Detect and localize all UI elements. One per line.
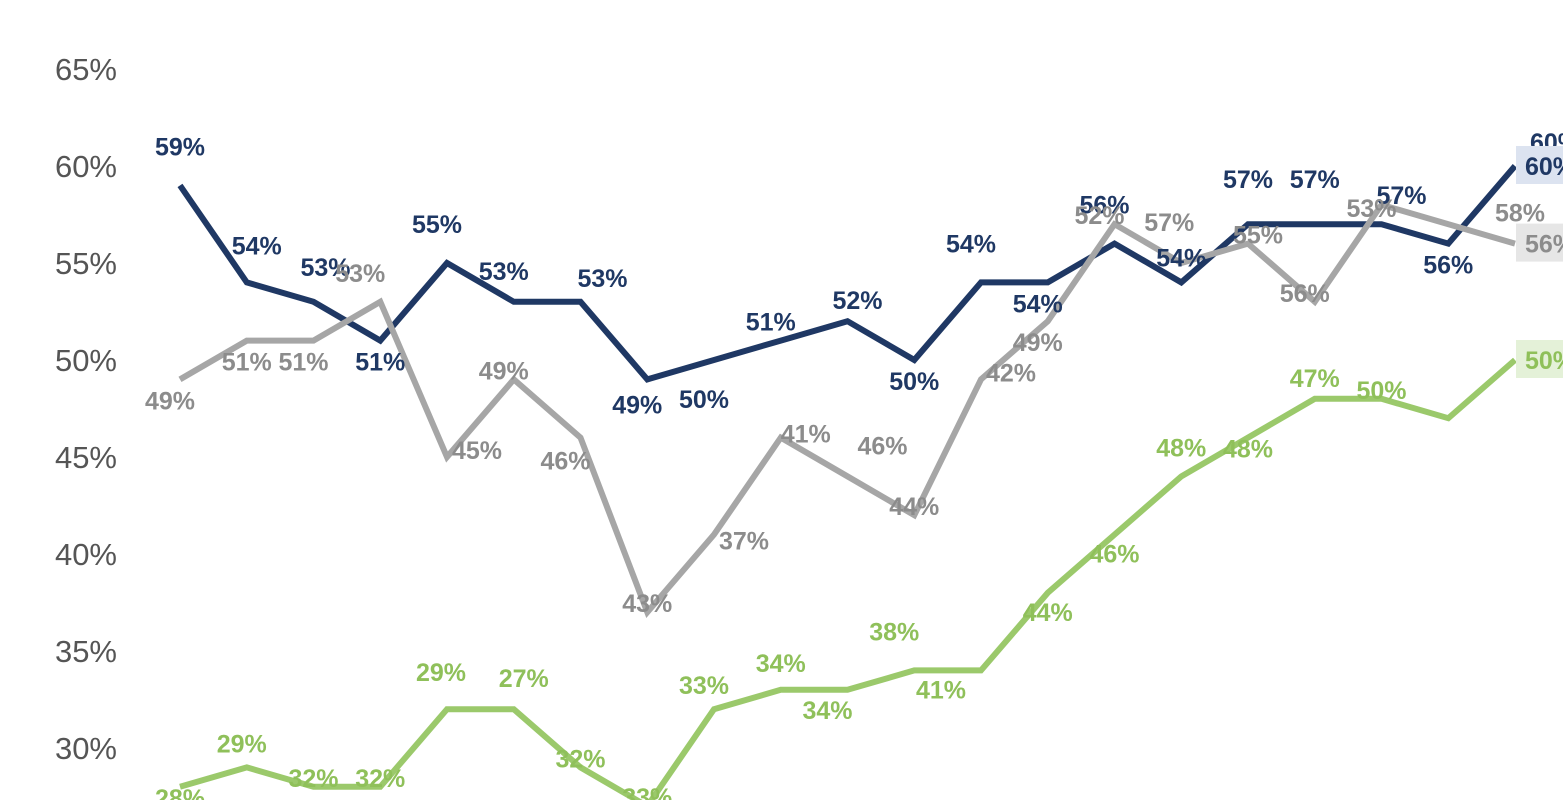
end-label-navy: 60% — [1525, 153, 1563, 181]
data-label-green: 32% — [555, 745, 605, 773]
data-label-green: 34% — [756, 650, 806, 678]
y-axis: 30% 35% 40% 45% 50% 55% 60% 65% — [55, 52, 117, 766]
data-label-navy: 59% — [155, 133, 205, 161]
data-label-green: 33% — [679, 672, 729, 700]
data-label-navy: 57% — [1290, 166, 1340, 194]
y-tick-label: 60% — [55, 149, 117, 184]
data-label-navy: 54% — [1013, 290, 1063, 318]
y-tick-label: 55% — [55, 246, 117, 281]
data-label-navy: 57% — [1376, 182, 1426, 210]
data-label-gray: 51% — [222, 349, 272, 377]
data-label-green: 27% — [499, 665, 549, 693]
data-label-navy: 54% — [1156, 244, 1206, 272]
data-label-green: 46% — [1089, 541, 1139, 569]
data-label-gray: 49% — [479, 357, 529, 385]
data-label-gray: 58% — [1495, 200, 1545, 228]
data-label-green: 41% — [916, 676, 966, 704]
data-label-navy: 53% — [577, 265, 627, 293]
end-label-box-green — [1516, 340, 1563, 378]
data-label-gray: 53% — [335, 260, 385, 288]
data-label-gray: 49% — [145, 387, 195, 415]
data-label-navy: 55% — [412, 211, 462, 239]
data-label-green: 47% — [1290, 365, 1340, 393]
data-label-gray: 56% — [1280, 280, 1330, 308]
y-tick-label: 45% — [55, 440, 117, 475]
data-labels: 59%54%53%51%55%53% 53%49% 50%51%52%50%54%5… — [145, 129, 1563, 800]
data-label-navy: 53% — [479, 258, 529, 286]
data-label-navy: 57% — [1223, 166, 1273, 194]
data-label-gray: 44% — [889, 493, 939, 521]
data-label-navy: 50% — [889, 368, 939, 396]
data-label-green: 38% — [869, 618, 919, 646]
data-label-green: 48% — [1156, 434, 1206, 462]
y-tick-label: 65% — [55, 52, 117, 87]
end-label-box-navy — [1516, 146, 1563, 184]
y-tick-label: 30% — [55, 731, 117, 766]
y-tick-label: 35% — [55, 634, 117, 669]
data-label-navy: 51% — [355, 349, 405, 377]
data-label-green: 29% — [217, 730, 267, 758]
data-label-navy: 51% — [746, 309, 796, 337]
data-label-gray: 42% — [986, 359, 1036, 387]
data-label-gray: 52% — [1074, 202, 1124, 230]
end-label-green: 50% — [1525, 347, 1563, 375]
end-label-box-gray — [1516, 223, 1563, 262]
data-label-gray: 53% — [1346, 195, 1396, 223]
data-label-gray: 41% — [781, 421, 831, 449]
series-lines — [177, 164, 1518, 800]
data-label-navy: 49% — [612, 391, 662, 419]
data-label-gray: 46% — [857, 432, 907, 460]
data-label-green: 28% — [155, 785, 205, 800]
data-label-green: 34% — [802, 697, 852, 725]
data-label-gray: 51% — [278, 349, 328, 377]
data-label-navy: 56% — [1423, 252, 1473, 280]
y-tick-label: 50% — [55, 343, 117, 378]
data-label-navy: 54% — [946, 230, 996, 258]
series-line-navy — [177, 164, 1518, 383]
data-label-gray: 37% — [719, 528, 769, 556]
data-label-navy: 53% — [300, 254, 350, 282]
data-label-gray: 46% — [540, 448, 590, 476]
data-label-green: 29% — [416, 659, 466, 687]
data-label-navy: 50% — [679, 386, 729, 414]
y-tick-label: 40% — [55, 537, 117, 572]
data-label-gray: 55% — [1233, 222, 1283, 250]
data-label-green: 32% — [288, 765, 338, 793]
data-label-green: 33% — [622, 784, 672, 800]
data-label-gray: 49% — [1013, 329, 1063, 357]
data-label-gray: 57% — [1144, 209, 1194, 237]
end-label-gray: 56% — [1525, 231, 1563, 259]
data-label-green: 50% — [1356, 377, 1406, 405]
data-label-green: 44% — [1023, 599, 1073, 627]
series-line-gray — [178, 201, 1516, 618]
series-line-green — [179, 357, 1517, 800]
data-label-green: 32% — [355, 765, 405, 793]
data-label-gray: 43% — [622, 590, 672, 618]
data-label-green: 48% — [1223, 436, 1273, 464]
data-label-navy: 54% — [232, 232, 282, 260]
end-labels: 60% 56% 50% — [1516, 146, 1563, 378]
data-label-navy: 56% — [1079, 192, 1129, 220]
data-label-gray: 45% — [452, 437, 502, 465]
data-label-navy: 52% — [832, 287, 882, 315]
